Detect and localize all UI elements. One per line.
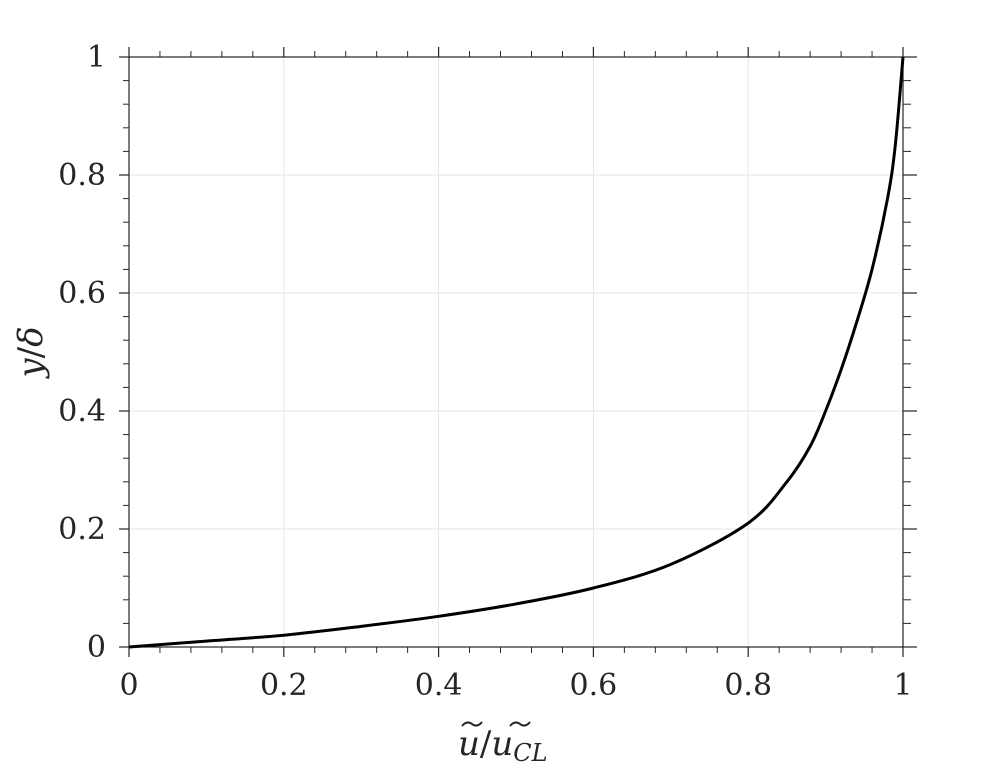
svg-text:y/δ: y/δ: [11, 326, 51, 379]
x-tick-label: 0: [119, 668, 138, 703]
x-label-numerator: u: [458, 724, 480, 764]
y-tick-label: 0.2: [58, 512, 106, 547]
y-label-denominator: δ: [11, 326, 51, 346]
x-label-denominator: u: [491, 724, 513, 764]
y-tick-label: 0.8: [58, 158, 106, 193]
y-tick-label: 1: [87, 40, 106, 75]
y-tick-label: 0: [87, 630, 106, 665]
x-label-tilde-2: [509, 721, 531, 727]
x-label-tilde-1: [461, 721, 483, 727]
x-axis-label: u/uCL: [458, 721, 548, 767]
x-tick-label: 0.6: [570, 668, 618, 703]
x-label-subscript: CL: [513, 739, 547, 767]
x-tick-label: 0.4: [415, 668, 463, 703]
x-tick-label: 1: [893, 668, 912, 703]
y-tick-labels: 0 0.2 0.4 0.6 0.8 1: [58, 40, 106, 665]
y-tick-label: 0.6: [58, 276, 106, 311]
plot-frame: [128, 56, 904, 648]
y-axis-label: y/δ: [11, 326, 51, 379]
y-tick-label: 0.4: [58, 394, 106, 429]
series-line: [128, 56, 905, 649]
svg-text:u/uCL: u/uCL: [458, 724, 548, 767]
x-tick-label: 0.2: [260, 668, 308, 703]
major-ticks: [119, 47, 917, 657]
x-tick-labels: 0 0.2 0.4 0.6 0.8 1: [119, 668, 912, 703]
minor-ticks: [123, 51, 911, 653]
x-tick-label: 0.8: [724, 668, 772, 703]
y-label-numerator: y: [11, 358, 51, 380]
grid: [129, 57, 903, 647]
